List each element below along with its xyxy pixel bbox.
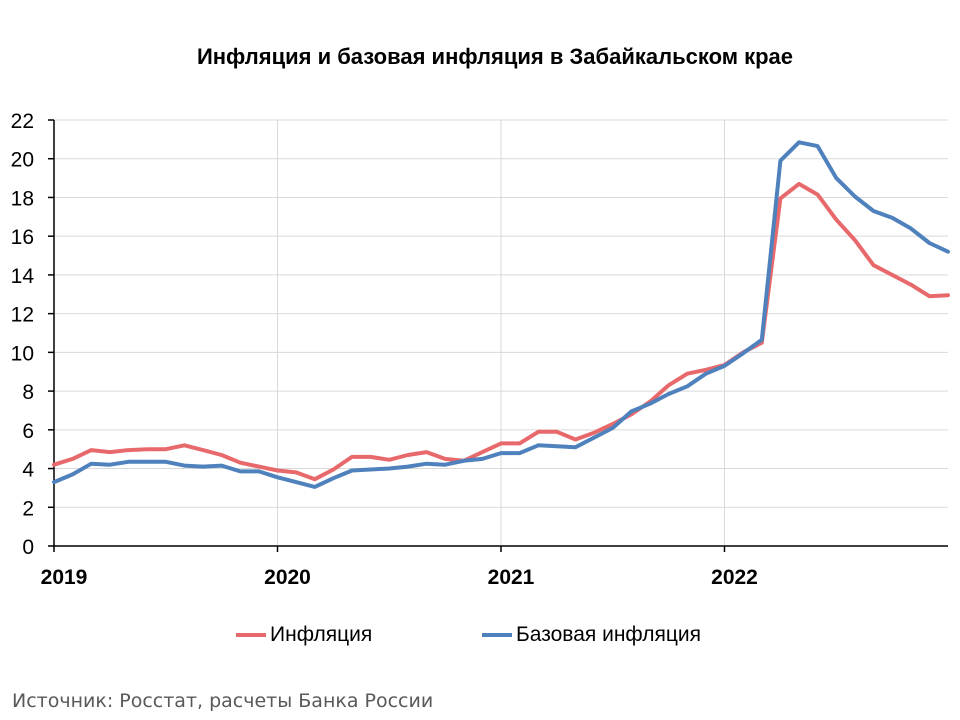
legend-item-core-inflation: Базовая инфляция: [482, 620, 701, 650]
chart-title: Инфляция и базовая инфляция в Забайкальс…: [196, 44, 794, 69]
series-line-inflation: [52, 181, 950, 482]
source-note: Источник: Росстат, расчеты Банка России: [12, 690, 434, 712]
y-tick-label: 14: [11, 265, 35, 288]
series-line-core-inflation: [52, 140, 950, 489]
x-tick-label: 2020: [264, 566, 311, 589]
x-tick-labels: 2019 2020 2021 2022: [41, 566, 758, 589]
x-tick-label: 2022: [711, 566, 758, 589]
legend-item-inflation: Инфляция: [236, 620, 372, 650]
y-tick-label: 12: [11, 304, 34, 327]
y-tick-label: 18: [11, 187, 34, 210]
legend-label-inflation: Инфляция: [270, 623, 373, 646]
y-tick-label: 2: [22, 497, 34, 520]
y-tick-label: 20: [11, 149, 34, 172]
axes: [48, 119, 948, 552]
legend-swatch-inflation: [236, 633, 266, 637]
legend-swatch-core-inflation: [482, 633, 512, 637]
y-tick-label: 4: [22, 459, 34, 482]
y-tick-label: 16: [11, 226, 34, 249]
x-tick-label: 2019: [41, 566, 88, 589]
legend-label-core-inflation: Базовая инфляция: [516, 623, 702, 646]
y-tick-label: 10: [11, 342, 34, 365]
y-tick-label: 6: [22, 420, 34, 443]
y-tick-label: 8: [22, 381, 34, 404]
y-tick-labels: 0 2 4 6 8 10 12 14 16 18 20 22: [11, 110, 35, 559]
y-tick-label: 0: [22, 536, 34, 559]
y-tick-label: 22: [11, 110, 34, 133]
series-lines: [52, 140, 950, 489]
x-tick-label: 2021: [488, 566, 535, 589]
gridlines: [54, 119, 948, 546]
